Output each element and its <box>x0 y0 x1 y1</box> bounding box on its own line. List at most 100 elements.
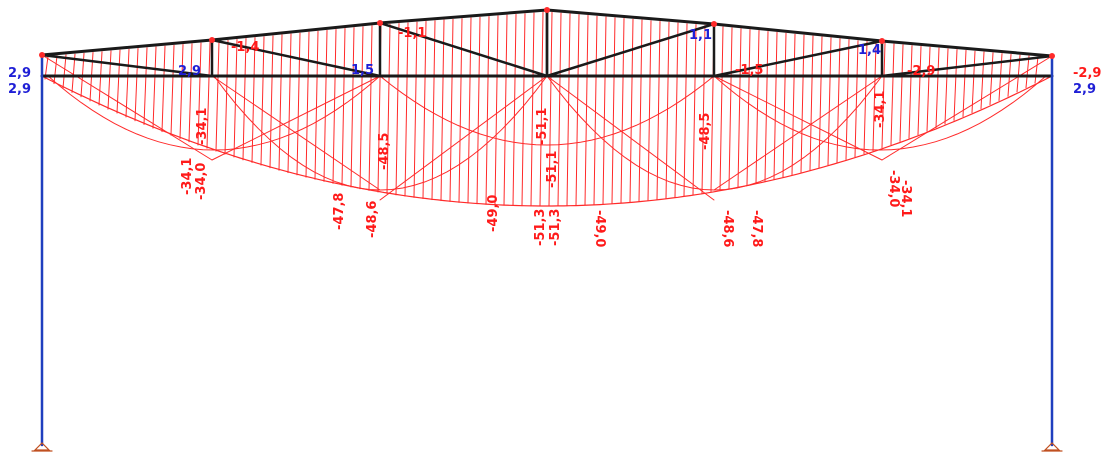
labels_negative-r2b: -48,6 <box>720 210 735 247</box>
truss-node <box>209 37 215 43</box>
diagram-hatch-line <box>369 26 372 191</box>
diagram-hatch-line <box>684 24 687 196</box>
diagram-hatch-line <box>612 18 615 204</box>
diagram-hatch-line <box>621 18 624 203</box>
labels_negative-r1a: -34,1 <box>898 180 913 217</box>
diagram-hatch-line <box>108 51 111 109</box>
diagram-hatch-line <box>657 21 660 199</box>
labels_negative-l2a: -47,8 <box>332 193 347 230</box>
diagram-hatch-line <box>54 56 57 84</box>
diagram-hatch-line <box>747 30 750 185</box>
diagram-hatch-line <box>135 49 138 121</box>
diagram-hatch-line <box>783 33 786 177</box>
labels_negative-r2a: -47,8 <box>749 210 764 247</box>
diagram-hatch-line <box>63 55 66 88</box>
labels_positive-right-panel-1: 1,4 <box>858 43 881 58</box>
diagram-hatch-line <box>162 46 165 131</box>
diagram-hatch-line <box>567 14 570 206</box>
truss-node <box>377 20 383 26</box>
diagram-hatch-line <box>531 13 534 206</box>
supports <box>32 443 1062 451</box>
diagram-hatch-line <box>963 50 966 116</box>
diagram-hatch-line <box>117 50 120 113</box>
truss-node <box>544 7 550 13</box>
diagram-hatch-line <box>738 29 741 187</box>
diagram-hatch-line <box>495 16 498 205</box>
diagram-hatch-line <box>828 38 831 165</box>
labels_negative-m2: -51,3 <box>548 209 563 246</box>
diagram-hatch-line <box>990 53 993 105</box>
labels_negative-r3a: -49,0 <box>592 210 607 247</box>
diagram-hatch-line <box>720 27 723 190</box>
diagram-hatch-line <box>891 44 894 145</box>
diagram-hatch-line <box>459 19 462 203</box>
top-chord-segment <box>42 40 212 55</box>
diagram-hatch-line <box>603 17 606 204</box>
diagram-hatch-line <box>801 35 804 172</box>
diagram-hatch-line <box>396 24 399 195</box>
top-chord-segment <box>380 10 547 23</box>
diagram-hatch-line <box>585 15 588 205</box>
diagram-hatch-line <box>261 37 264 165</box>
labels_negative-l1a: -34,1 <box>180 158 195 195</box>
diagram-hatch-line <box>306 32 309 177</box>
top-chord-segment <box>212 23 380 40</box>
labels_negative-l2c: -48,5 <box>377 133 392 170</box>
diagram-hatch-line <box>189 44 192 142</box>
labels_positive-right-col-top-lower: 2,9 <box>1073 82 1096 97</box>
labels_negative-m3: -51,1 <box>535 108 550 145</box>
diagram-hatch-line <box>1035 57 1038 83</box>
diagram-hatch-line <box>981 52 984 109</box>
diagram-hatch-line <box>477 17 480 203</box>
diagram-hatch-line <box>423 21 426 198</box>
labels_negative-top-left-2: -1,1 <box>398 26 426 41</box>
diagram-hatch-line <box>144 48 147 125</box>
truss-node <box>39 52 45 58</box>
top-chord-segment <box>547 10 714 24</box>
labels_negative-m1: -51,3 <box>533 209 548 246</box>
diagram-hatch-line <box>819 37 822 168</box>
diagram-hatch-line <box>954 50 957 121</box>
labels_positive-left-col-top-lower: 2,9 <box>8 82 31 97</box>
labels_positive-left-panel-1: 2,9 <box>178 64 201 79</box>
labels_negative-l1b: -34,0 <box>194 163 209 200</box>
diagram-hatch-line <box>702 25 705 193</box>
diagram-hatch-line <box>927 47 930 131</box>
labels_negative-top-left-1: -1,4 <box>231 40 259 55</box>
labels_negative-right-col-top-upper: -2,9 <box>1073 66 1101 81</box>
diagram-hatch-line <box>360 27 363 189</box>
diagram-hatch-line <box>324 30 327 181</box>
value-labels: 2,92,92,9 1,51,11,42,9-1,4-1,1-1,5 -2,9 -2,… <box>8 26 1101 247</box>
diagram-hatch-line <box>225 40 228 154</box>
diagram-hatch-line <box>432 21 435 200</box>
labels_positive-left-col-top-upper: 2,9 <box>8 66 31 81</box>
labels_negative-r2c: -48,5 <box>698 113 713 150</box>
diagram-hatch-line <box>468 18 471 203</box>
diagram-hatch-line <box>180 45 183 139</box>
truss-node <box>1049 53 1055 59</box>
diagram-hatch-line <box>576 15 579 206</box>
diagram-hatch-line <box>729 28 732 189</box>
diagram-hatch-line <box>792 34 795 174</box>
labels_negative-top-right-1: -2,9 <box>907 64 935 79</box>
diagram-hatch-line <box>288 34 291 173</box>
diagram-hatch-line <box>171 45 174 135</box>
diagram-hatch-line <box>414 22 417 197</box>
top-chord-segment <box>714 24 882 41</box>
labels_negative-r1c: -34,1 <box>873 91 888 128</box>
labels_negative-l3a: -49,0 <box>486 195 501 232</box>
diagram-hatch-line <box>315 31 318 179</box>
diagram-hatch-line <box>594 16 597 205</box>
diagram-hatch-line <box>900 45 903 142</box>
diagram-hatch-line <box>909 46 912 138</box>
diagram-hatch-line <box>252 38 255 163</box>
labels_negative-top-right-2: -1,5 <box>735 63 763 78</box>
diagram-sub-curve <box>48 76 380 150</box>
diagram-diagonal <box>212 76 380 160</box>
diagram-hatch-line <box>297 33 300 175</box>
diagram-hatch-line <box>945 49 948 124</box>
labels_positive-left-panel-2: 1,5 <box>351 63 374 78</box>
labels_negative-l1c: -34,1 <box>195 108 210 145</box>
diagram-hatch-line <box>99 52 102 105</box>
diagram-hatch-line <box>765 31 768 181</box>
